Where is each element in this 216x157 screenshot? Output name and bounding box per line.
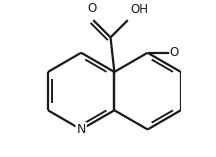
Text: O: O bbox=[170, 46, 179, 59]
Text: O: O bbox=[88, 2, 97, 15]
Text: OH: OH bbox=[131, 3, 149, 16]
Text: N: N bbox=[76, 123, 86, 136]
